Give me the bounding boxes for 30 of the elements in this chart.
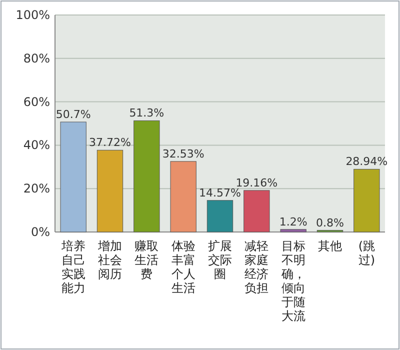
data-label: 32.53%: [162, 147, 204, 160]
x-tick-label: 扩展交际圈: [208, 239, 232, 281]
x-tick-label: 培养自己实践能力: [60, 239, 86, 295]
x-tick-label: 增加社会阅历: [97, 239, 122, 281]
bar: [60, 122, 86, 232]
bar: [354, 168, 380, 232]
bar: [244, 190, 270, 232]
x-tick-label: 目标不明确，倾向于随大流: [280, 239, 306, 323]
bar: [206, 200, 234, 232]
data-label: 50.7%: [56, 108, 91, 121]
data-label: 51.3%: [129, 106, 164, 120]
data-label: 1.2%: [279, 215, 308, 228]
data-label: 28.94%: [346, 155, 388, 168]
bar: [134, 120, 160, 232]
bar: [280, 229, 306, 232]
data-label: 37.72%: [89, 136, 131, 150]
y-tick-label: 60%: [23, 94, 50, 109]
y-tick-label: 20%: [23, 182, 50, 196]
x-tick-label: 减轻家庭经济负担: [244, 239, 269, 295]
y-tick-label: 80%: [23, 51, 50, 66]
bar: [96, 150, 124, 232]
x-tick-label: 体验丰富个人生活: [171, 239, 196, 295]
y-tick-label: 40%: [23, 138, 50, 152]
x-tick-label: (跳过): [358, 239, 376, 267]
data-label: 0.8%: [316, 216, 344, 230]
y-tick-label: 100%: [16, 8, 50, 22]
x-tick-label: 赚取生活费: [134, 239, 159, 281]
x-tick-label: 其他: [318, 239, 342, 253]
y-tick-label: 0%: [30, 225, 50, 239]
bar: [170, 161, 196, 232]
